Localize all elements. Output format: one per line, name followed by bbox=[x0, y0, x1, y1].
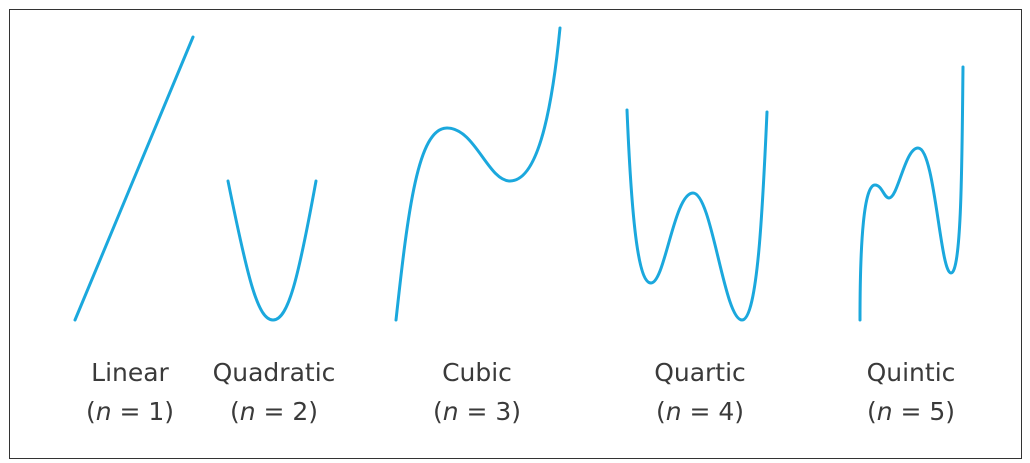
linear-curve bbox=[73, 35, 195, 322]
degree-text: = 1) bbox=[112, 397, 175, 426]
frame bbox=[9, 9, 1022, 459]
degree-variable: n bbox=[96, 397, 112, 426]
quartic-curve bbox=[625, 108, 769, 322]
degree-text: = 2) bbox=[256, 397, 319, 426]
degree-label: (n = 5) bbox=[867, 397, 955, 426]
degree-label: (n = 1) bbox=[86, 397, 174, 426]
cubic-curve bbox=[394, 26, 562, 322]
degree-text: ( bbox=[230, 397, 240, 426]
labels: Linear(n = 1)Quadratic(n = 2)Cubic(n = 3… bbox=[86, 358, 955, 426]
degree-label: (n = 3) bbox=[433, 397, 521, 426]
curve-label: Cubic bbox=[442, 358, 512, 387]
degree-text: = 4) bbox=[682, 397, 745, 426]
degree-variable: n bbox=[240, 397, 256, 426]
degree-text: = 3) bbox=[459, 397, 522, 426]
curve-label: Quartic bbox=[654, 358, 746, 387]
degree-variable: n bbox=[443, 397, 459, 426]
curve-label: Linear bbox=[91, 358, 169, 387]
degree-text: ( bbox=[656, 397, 666, 426]
degree-label: (n = 2) bbox=[230, 397, 318, 426]
degree-text: = 5) bbox=[893, 397, 956, 426]
curve-label: Quadratic bbox=[213, 358, 336, 387]
degree-text: ( bbox=[867, 397, 877, 426]
curve-label: Quintic bbox=[867, 358, 956, 387]
degree-text: ( bbox=[86, 397, 96, 426]
degree-variable: n bbox=[666, 397, 682, 426]
quadratic-curve bbox=[226, 179, 318, 322]
degree-label: (n = 4) bbox=[656, 397, 744, 426]
degree-variable: n bbox=[877, 397, 893, 426]
quintic-curve bbox=[858, 65, 965, 322]
degree-text: ( bbox=[433, 397, 443, 426]
